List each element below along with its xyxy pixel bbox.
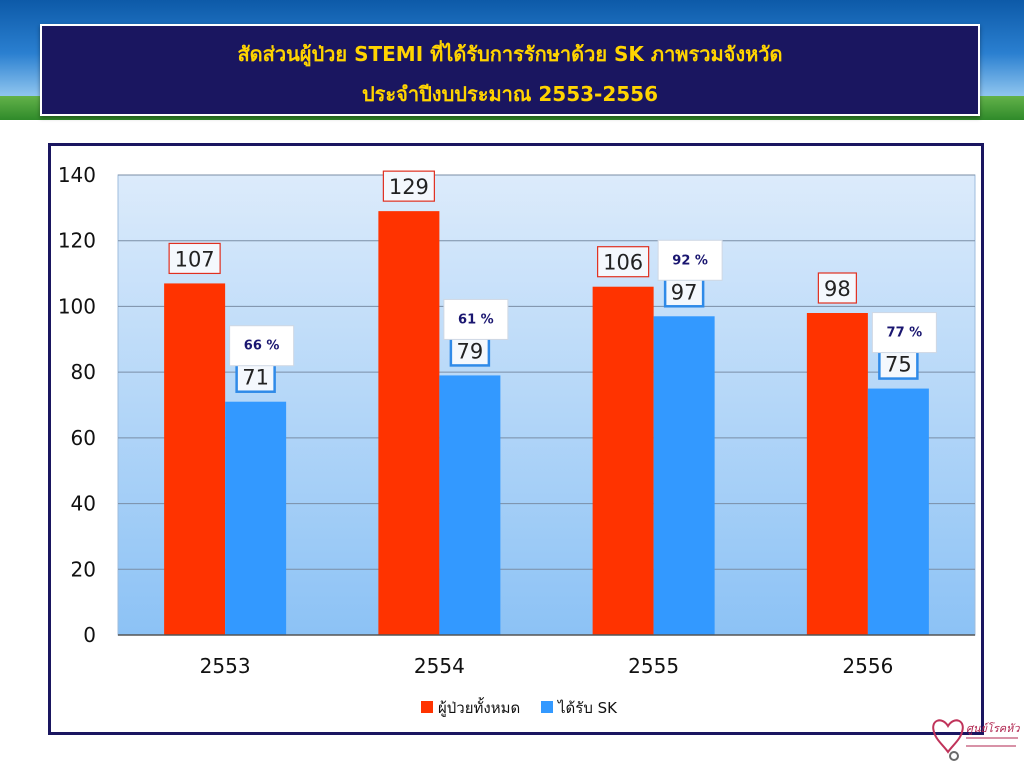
percent-callout: 66 % <box>244 339 280 354</box>
percent-callout: 77 % <box>887 326 923 341</box>
data-label-box <box>878 347 919 380</box>
data-label: 107 <box>175 247 215 271</box>
x-tick-label: 2555 <box>628 654 679 678</box>
bar-chart: 107 71 66 % 129 79 61 % 106 97 92 % 98 75 77 % 0 20 4… <box>58 163 976 717</box>
y-tick-label: 60 <box>71 426 96 450</box>
data-label-box <box>817 272 857 304</box>
logo-text: ศูนย์โรคหัวใจ <box>966 722 1020 735</box>
data-label: 98 <box>824 277 851 301</box>
legend-swatch <box>421 701 433 713</box>
y-tick-label: 120 <box>58 229 96 253</box>
y-tick-label: 40 <box>71 492 96 516</box>
bar-total <box>592 286 654 635</box>
bar-sk <box>225 401 287 635</box>
data-label-box <box>663 275 705 308</box>
y-tick-label: 100 <box>58 294 96 318</box>
percent-callout-box <box>871 312 937 354</box>
y-tick-label: 80 <box>71 360 96 384</box>
x-tick-label: 2553 <box>200 654 251 678</box>
data-label-box <box>597 246 650 278</box>
chart-frame: 107 71 66 % 129 79 61 % 106 97 92 % 98 75 77 % 0 20 4… <box>48 143 984 735</box>
x-tick-label: 2554 <box>414 654 465 678</box>
bar-sk <box>653 316 715 635</box>
legend-swatch <box>541 701 553 713</box>
bar-total <box>378 211 440 635</box>
data-label: 129 <box>389 175 429 199</box>
y-tick-label: 20 <box>71 557 96 581</box>
y-tick-label: 140 <box>58 163 96 187</box>
data-label: 106 <box>603 251 643 275</box>
legend-label: ผู้ป่วยทั้งหมด <box>438 697 520 717</box>
percent-callout-box <box>229 325 295 367</box>
slide-title-line1: สัดส่วนผู้ป่วย STEMI ที่ได้รับการรักษาด้… <box>237 42 783 66</box>
percent-callout: 61 % <box>458 312 494 327</box>
legend-label: ได้รับ SK <box>557 699 618 717</box>
data-label: 79 <box>457 339 484 363</box>
title-banner: สัดส่วนผู้ป่วย STEMI ที่ได้รับการรักษาด้… <box>40 24 980 116</box>
data-label: 71 <box>242 366 269 390</box>
bar-total <box>806 313 868 635</box>
y-tick-label: 0 <box>83 623 96 647</box>
data-label-box <box>382 170 435 202</box>
percent-callout: 92 % <box>672 253 708 268</box>
percent-callout-box <box>443 298 509 340</box>
bar-sk <box>439 375 501 635</box>
data-label-box <box>168 242 221 275</box>
data-label-box <box>449 334 491 367</box>
data-label: 75 <box>885 353 912 377</box>
data-label: 97 <box>671 280 698 304</box>
cardiac-center-logo: ศูนย์โรคหัวใจ <box>928 712 1024 766</box>
percent-callout-box <box>657 239 723 281</box>
slide-title-line2: ประจำปีงบประมาณ 2553-2556 <box>361 82 659 106</box>
bar-total <box>164 283 226 635</box>
x-tick-label: 2556 <box>842 654 893 678</box>
heart-stethoscope-icon <box>932 719 964 754</box>
data-label-box <box>235 360 276 393</box>
bar-sk <box>867 388 929 635</box>
